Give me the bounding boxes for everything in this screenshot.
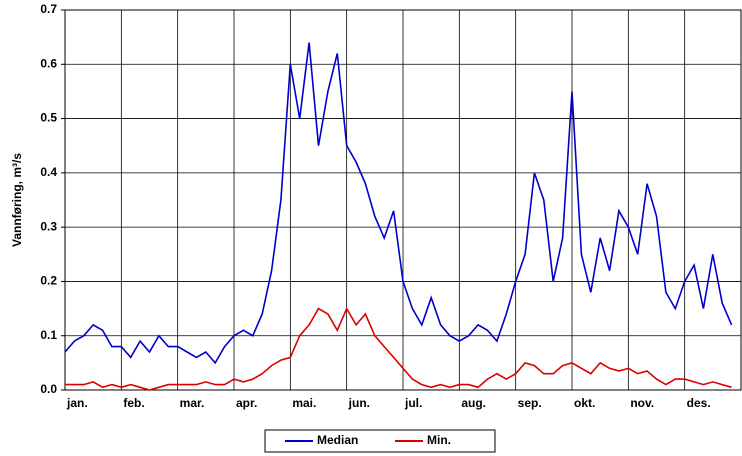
y-tick-label: 0.5 <box>40 111 57 125</box>
plot-frame <box>64 9 742 391</box>
series-line <box>64 42 733 365</box>
x-tick-label: sep. <box>518 396 542 410</box>
series-line <box>65 306 732 391</box>
x-tick-label: jul. <box>404 396 422 410</box>
y-tick-label: 0.7 <box>40 2 57 16</box>
y-tick-label: 0.2 <box>40 274 57 288</box>
legend-label: Median <box>317 433 358 447</box>
y-tick-label: 0.6 <box>40 56 57 70</box>
y-tick-label: 0.4 <box>40 165 57 179</box>
x-tick-label: apr. <box>236 396 257 410</box>
x-tick-label: mai. <box>292 396 316 410</box>
y-tick-label: 0.0 <box>40 382 57 396</box>
x-tick-label: jun. <box>348 396 370 410</box>
legend-label: Min. <box>427 433 451 447</box>
x-tick-label: des. <box>687 396 711 410</box>
x-tick-label: okt. <box>574 396 595 410</box>
y-tick-label: 0.3 <box>40 219 57 233</box>
x-tick-label: feb. <box>123 396 144 410</box>
x-tick-label: aug. <box>461 396 486 410</box>
y-axis-label: Vannføring, m³/s <box>10 153 24 247</box>
x-tick-label: mar. <box>180 396 205 410</box>
x-tick-label: jan. <box>66 396 88 410</box>
x-tick-label: nov. <box>630 396 654 410</box>
legend-box <box>264 429 496 453</box>
y-tick-label: 0.1 <box>40 328 57 342</box>
